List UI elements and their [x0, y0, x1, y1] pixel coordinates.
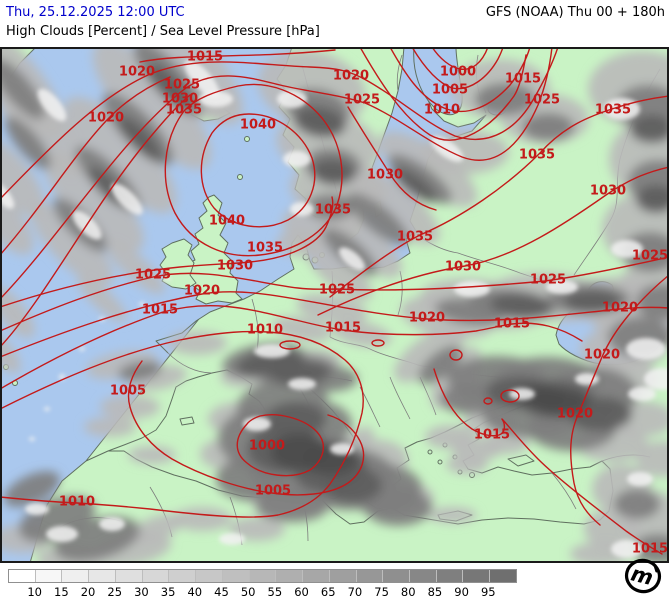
isobar-label: 1015	[494, 317, 530, 332]
cloud-cover-scale-ticks: 10 15 20 25 30 35 40 45 50 55 60 65 70 75 80 85 90 95	[8, 585, 528, 599]
island-balearic	[179, 416, 195, 426]
isobar-label: 1035	[166, 103, 202, 118]
legend-segment	[222, 570, 250, 582]
isobar-label: 1025	[524, 93, 560, 108]
isobar-label: 1020	[184, 284, 220, 299]
legend-segment	[249, 570, 277, 582]
isobar-label: 1025	[319, 283, 355, 298]
isobar-label: 1015	[187, 50, 223, 65]
isobar-label: 1030	[445, 260, 481, 275]
isobar-label: 1005	[432, 83, 468, 98]
legend-segment	[169, 570, 197, 582]
legend-tick-label: 35	[160, 585, 176, 599]
island-cyprus	[507, 454, 535, 467]
legend-tick-label: 60	[294, 585, 309, 599]
isobar-label: 1020	[88, 111, 124, 126]
legend-tick-label: 55	[267, 585, 283, 599]
isobar-label: 1030	[217, 259, 253, 274]
isobar-label: 1035	[315, 203, 351, 218]
legend-segment	[276, 570, 304, 582]
legend-segment	[89, 570, 116, 582]
isobar-label: 1020	[409, 311, 445, 326]
legend-tick-label: 95	[480, 585, 496, 599]
legend-tick-label: 15	[54, 585, 69, 599]
isobar-label: 1015	[505, 72, 541, 87]
isobar-label: 1035	[397, 230, 433, 245]
weather-map: 1015 1020 1020 1025 1030 1035 1040 1040 1035 1035…	[0, 47, 669, 563]
legend-segment	[490, 570, 516, 582]
forecast-valid-datetime: Thu, 25.12.2025 12:00 UTC	[6, 5, 185, 20]
isobar-label: 1035	[595, 103, 631, 118]
isobar-label: 1020	[333, 69, 369, 84]
logo-letter: m	[629, 561, 656, 590]
isobar-lines	[0, 47, 669, 555]
isobar-label: 1020	[557, 407, 593, 422]
isobar-label: 1010	[247, 323, 283, 338]
isobar-labels: 1015102010201025103010351040104010351035…	[59, 50, 668, 557]
legend-tick-label: 30	[134, 585, 149, 599]
legend-tick-label: 20	[80, 585, 96, 599]
isobar-label: 1030	[367, 168, 403, 183]
isobar-label: 1020	[602, 301, 638, 316]
legend-segment	[436, 570, 464, 582]
isobar-label: 1030	[590, 184, 626, 199]
layer-title: High Clouds [Percent] / Sea Level Pressu…	[6, 24, 320, 39]
isobar-label: 1025	[164, 78, 200, 93]
legend-segment	[115, 570, 143, 582]
isobar-label: 1000	[249, 439, 285, 454]
isobar-label: 1000	[440, 65, 476, 80]
legend-tick-label: 40	[187, 585, 203, 599]
isobar-label: 1015	[142, 303, 178, 318]
land-ireland	[159, 238, 197, 290]
isobar-label: 1015	[325, 321, 361, 336]
cloud-cover-scale	[8, 569, 517, 583]
legend-segment	[383, 570, 411, 582]
isobar-label: 1005	[110, 384, 146, 399]
legend-segment	[356, 570, 384, 582]
isobar-label: 1040	[240, 118, 276, 133]
isobar-label: 1035	[519, 148, 555, 163]
isobar-label: 1015	[474, 428, 510, 443]
legend-segment	[35, 570, 63, 582]
isobar-label: 1040	[209, 214, 245, 229]
isobar-label: 1025	[530, 273, 566, 288]
legend-tick-label: 10	[27, 585, 42, 599]
legend-tick-label: 65	[320, 585, 336, 599]
isobar-label: 1025	[135, 268, 171, 283]
meteociel-logo: m	[624, 558, 662, 594]
legend-tick-label: 90	[454, 585, 469, 599]
isobar-label: 1020	[119, 65, 155, 80]
map-frame	[0, 47, 669, 563]
legend-tick-label: 45	[214, 585, 229, 599]
isobar-label: 1025	[632, 249, 668, 264]
legend-segment	[142, 570, 170, 582]
legend-segment	[9, 570, 36, 582]
isobar-label: 1015	[632, 542, 668, 557]
isobar-label: 1030	[162, 92, 198, 107]
legend-segment	[62, 570, 90, 582]
legend-tick-label: 70	[347, 585, 363, 599]
legend-tick-label: 50	[240, 585, 256, 599]
legend-segment	[196, 570, 223, 582]
legend-segment	[463, 570, 491, 582]
isobar-label: 1035	[247, 241, 283, 256]
isobar-label: 1020	[584, 348, 620, 363]
legend-segment	[410, 570, 437, 582]
isobar-label: 1010	[59, 495, 95, 510]
sea-white-sea	[413, 47, 463, 116]
legend-tick-label: 75	[374, 585, 389, 599]
isobar-label: 1005	[255, 484, 291, 499]
isobar-label: 1025	[344, 93, 380, 108]
isobar-label: 1010	[424, 103, 460, 118]
legend-segment	[303, 570, 330, 582]
legend-tick-label: 25	[107, 585, 123, 599]
legend-tick-label: 85	[427, 585, 443, 599]
model-run-info: GFS (NOAA) Thu 00 + 180h	[485, 5, 665, 20]
legend-segment	[329, 570, 357, 582]
legend-tick-label: 80	[400, 585, 416, 599]
